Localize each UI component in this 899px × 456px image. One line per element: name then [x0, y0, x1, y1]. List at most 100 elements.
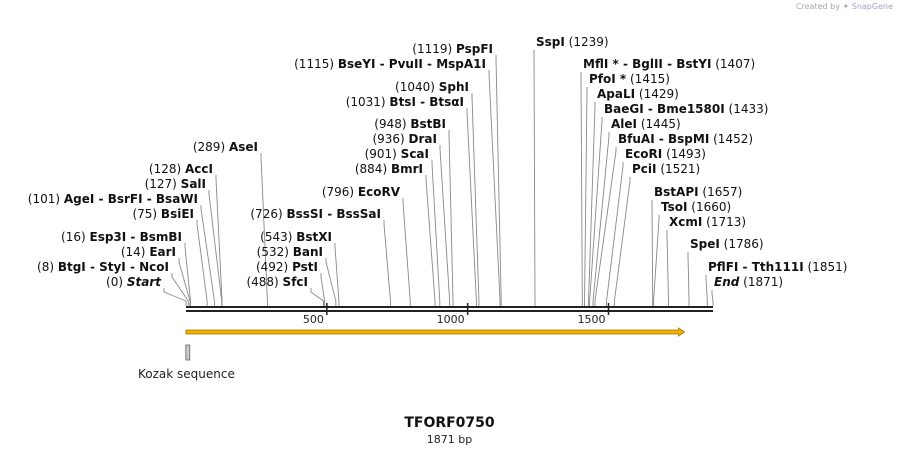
restriction-site-label[interactable]: (488) SfcI: [246, 275, 308, 289]
restriction-site-label[interactable]: (289) AseI: [193, 140, 258, 154]
restriction-site-label[interactable]: BstAPI (1657): [654, 185, 742, 199]
enzyme-name[interactable]: BstAPI: [654, 185, 699, 199]
site-position: (884): [355, 162, 391, 176]
restriction-site-label[interactable]: (936) DraI: [372, 132, 437, 146]
enzyme-name[interactable]: BtgI: [58, 260, 86, 274]
site-connector: [260, 153, 268, 306]
enzyme-name[interactable]: BstYI: [676, 57, 711, 71]
credit: Created by ✦ SnapGene: [796, 2, 893, 11]
enzyme-name[interactable]: SalI: [181, 177, 206, 191]
enzyme-name[interactable]: AleI: [611, 117, 637, 131]
restriction-site-label[interactable]: (796) EcoRV: [322, 185, 401, 199]
enzyme-name[interactable]: PciI: [632, 162, 657, 176]
enzyme-name[interactable]: PflFI: [708, 260, 738, 274]
enzyme-name[interactable]: StyI: [99, 260, 126, 274]
restriction-site-label[interactable]: (884) BmrI: [355, 162, 423, 176]
restriction-site-label[interactable]: (101) AgeI - BsrFI - BsaWI: [28, 192, 198, 206]
restriction-site-label[interactable]: (948) BstBI: [374, 117, 446, 131]
restriction-site-label[interactable]: (128) AccI: [149, 162, 213, 176]
enzyme-name[interactable]: SspI: [536, 35, 565, 49]
enzyme-name[interactable]: XcmI: [669, 215, 702, 229]
restriction-site-label[interactable]: MflI * - BglII - BstYI (1407): [583, 57, 755, 71]
enzyme-name[interactable]: BmrI: [391, 162, 423, 176]
restriction-site-label[interactable]: (75) BsiEI: [132, 207, 194, 221]
restriction-site-label[interactable]: End (1871): [714, 275, 783, 289]
enzyme-name[interactable]: BssSI: [286, 207, 323, 221]
enzyme-name[interactable]: PvuII: [389, 57, 423, 71]
enzyme-name[interactable]: Tth111I: [752, 260, 804, 274]
restriction-site-label[interactable]: SspI (1239): [536, 35, 609, 49]
restriction-site-label[interactable]: (901) ScaI: [365, 147, 429, 161]
feature-label-kozak[interactable]: Kozak sequence: [138, 367, 235, 381]
restriction-site-label[interactable]: (726) BssSI - BssSaI: [250, 207, 381, 221]
enzyme-name[interactable]: AgeI: [64, 192, 94, 206]
enzyme-name[interactable]: PstI: [292, 260, 318, 274]
restriction-site-label[interactable]: PflFI - Tth111I (1851): [708, 260, 847, 274]
enzyme-name[interactable]: DraI: [409, 132, 437, 146]
enzyme-name[interactable]: BspMI: [668, 132, 709, 146]
enzyme-name[interactable]: ScaI: [401, 147, 429, 161]
enzyme-name[interactable]: BfuAI: [618, 132, 655, 146]
site-connector: [606, 162, 624, 306]
enzyme-name[interactable]: Start: [127, 275, 162, 289]
restriction-site-label[interactable]: EcoRI (1493): [625, 147, 706, 161]
restriction-site-label[interactable]: (16) Esp3I - BsmBI: [61, 230, 182, 244]
enzyme-name[interactable]: BseYI: [338, 57, 376, 71]
enzyme-name[interactable]: BanI: [293, 245, 323, 259]
enzyme-name[interactable]: SphI: [439, 80, 469, 94]
orf-arrow[interactable]: [185, 327, 686, 337]
restriction-site-label[interactable]: PciI (1521): [632, 162, 700, 176]
restriction-site-label[interactable]: (1115) BseYI - PvuII - MspA1I: [294, 57, 486, 71]
restriction-site-label[interactable]: AleI (1445): [611, 117, 681, 131]
enzyme-name[interactable]: SpeI: [690, 237, 720, 251]
enzyme-name[interactable]: BstBI: [410, 117, 446, 131]
enzyme-name[interactable]: AccI: [185, 162, 213, 176]
site-connector: [471, 93, 480, 306]
enzyme-name[interactable]: Bme1580I: [657, 102, 725, 116]
enzyme-name[interactable]: ApaLI: [597, 87, 635, 101]
enzyme-name[interactable]: BtsαI: [429, 95, 464, 109]
enzyme-name[interactable]: AseI: [229, 140, 258, 154]
restriction-site-label[interactable]: (1040) SphI: [395, 80, 469, 94]
enzyme-name[interactable]: BtsI: [389, 95, 416, 109]
enzyme-name[interactable]: EcoRI: [625, 147, 662, 161]
enzyme-name[interactable]: MflI *: [583, 57, 619, 71]
enzyme-name[interactable]: Esp3I: [90, 230, 127, 244]
enzyme-name[interactable]: SfcI: [283, 275, 308, 289]
restriction-site-label[interactable]: BfuAI - BspMI (1452): [618, 132, 753, 146]
enzyme-name[interactable]: EcoRV: [358, 185, 401, 199]
restriction-site-label[interactable]: (0) Start: [106, 275, 162, 289]
restriction-site-label[interactable]: XcmI (1713): [669, 215, 746, 229]
restriction-site-label[interactable]: PfoI * (1415): [589, 72, 670, 86]
enzyme-name[interactable]: BsiEI: [161, 207, 194, 221]
enzyme-name[interactable]: PfoI *: [589, 72, 627, 86]
restriction-site-label[interactable]: TsoI (1660): [661, 200, 731, 214]
enzyme-name[interactable]: BsrFI: [108, 192, 143, 206]
enzyme-name[interactable]: BsaWI: [156, 192, 198, 206]
restriction-site-label[interactable]: (8) BtgI - StyI - NcoI: [37, 260, 169, 274]
feature-box-kozak[interactable]: [185, 344, 191, 361]
restriction-site-label[interactable]: (14) EarI: [121, 245, 176, 259]
enzyme-name[interactable]: EarI: [149, 245, 176, 259]
restriction-site-label[interactable]: SpeI (1786): [690, 237, 764, 251]
restriction-site-label[interactable]: (543) BstXI: [260, 230, 332, 244]
restriction-site-label[interactable]: (127) SalI: [145, 177, 206, 191]
restriction-site-label[interactable]: (1031) BtsI - BtsαI: [346, 95, 464, 109]
enzyme-name[interactable]: End: [714, 275, 740, 289]
enzyme-name[interactable]: PspFI: [456, 42, 493, 56]
restriction-site-label[interactable]: (1119) PspFI: [412, 42, 493, 56]
enzyme-name[interactable]: BaeGI: [604, 102, 644, 116]
restriction-site-label[interactable]: (532) BanI: [257, 245, 323, 259]
enzyme-name[interactable]: BglII: [632, 57, 663, 71]
site-position: (796): [322, 185, 358, 199]
enzyme-name[interactable]: BssSaI: [336, 207, 381, 221]
restriction-site-label[interactable]: BaeGI - Bme1580I (1433): [604, 102, 768, 116]
enzyme-name[interactable]: MspA1I: [436, 57, 486, 71]
restriction-site-label[interactable]: (492) PstI: [256, 260, 318, 274]
enzyme-name[interactable]: BsmBI: [140, 230, 182, 244]
restriction-site-label[interactable]: ApaLI (1429): [597, 87, 679, 101]
enzyme-name[interactable]: TsoI: [661, 200, 687, 214]
enzyme-name[interactable]: BstXI: [296, 230, 332, 244]
enzyme-name[interactable]: NcoI: [139, 260, 169, 274]
ruler-tick-label: 1500: [578, 313, 606, 326]
